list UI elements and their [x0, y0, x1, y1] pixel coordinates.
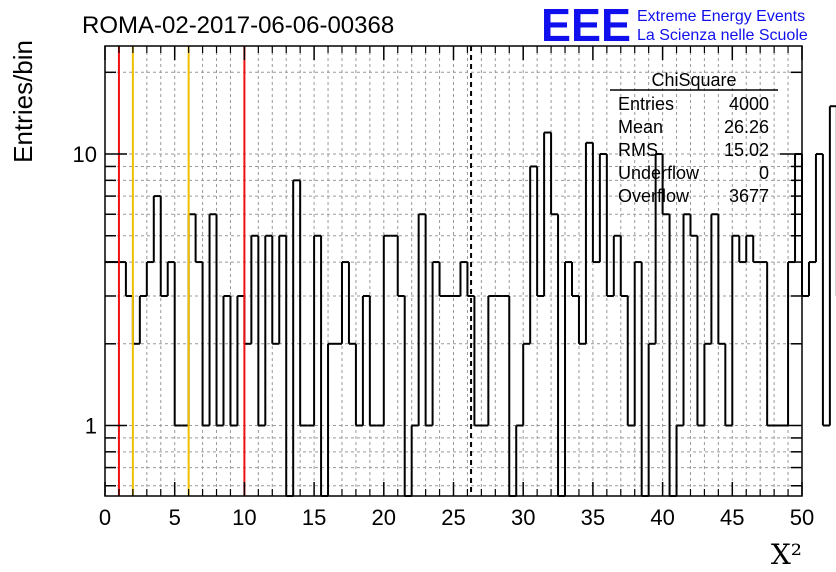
x-tick-label: 20 — [372, 505, 396, 530]
x-tick-label: 50 — [790, 505, 814, 530]
stats-box: ChiSquare Entries 4000 Mean 26.26 RMS 15.02 Un… — [610, 70, 778, 206]
x-tick-label: 30 — [511, 505, 535, 530]
plot-title: ROMA-02-2017-06-06-00368 — [82, 12, 394, 39]
y-axis-label: Entries/bin — [8, 40, 38, 163]
stats-row-value: 4000 — [729, 94, 769, 114]
stats-box-title: ChiSquare — [651, 70, 736, 90]
x-tick-label: 35 — [581, 505, 605, 530]
histogram-bars — [105, 105, 836, 497]
x-tick-label: 15 — [302, 505, 326, 530]
x-tick-label: 10 — [232, 505, 256, 530]
logo-line1: Extreme Energy Events — [637, 8, 805, 25]
stats-row-label: Underflow — [618, 163, 700, 183]
x-tick-label: 45 — [720, 505, 744, 530]
stats-row-label: Mean — [618, 117, 663, 137]
x-axis-label: X² — [771, 538, 802, 571]
stats-row-value: 3677 — [729, 186, 769, 206]
stats-row-value: 15.02 — [724, 140, 769, 160]
reference-lines — [117, 46, 473, 496]
x-tick-label: 25 — [441, 505, 465, 530]
eee-logo: EEE Extreme Energy Events La Scienza nel… — [541, 0, 808, 51]
stats-row-value: 0 — [759, 163, 769, 183]
axes: 0 5 10 15 20 25 30 35 40 45 50 1 10 — [73, 45, 814, 530]
x-tick-label: 0 — [99, 505, 111, 530]
stats-row-label: Entries — [618, 94, 674, 114]
stats-row-label: RMS — [618, 140, 658, 160]
x-tick-label: 40 — [650, 505, 674, 530]
logo-mark: EEE — [541, 0, 631, 51]
y-tick-label: 10 — [73, 142, 97, 167]
stats-row-value: 26.26 — [724, 117, 769, 137]
logo-line2: La Scienza nelle Scuole — [637, 27, 808, 44]
y-tick-label: 1 — [85, 414, 97, 439]
x-tick-label: 5 — [169, 505, 181, 530]
stats-row-label: Overflow — [618, 186, 690, 206]
